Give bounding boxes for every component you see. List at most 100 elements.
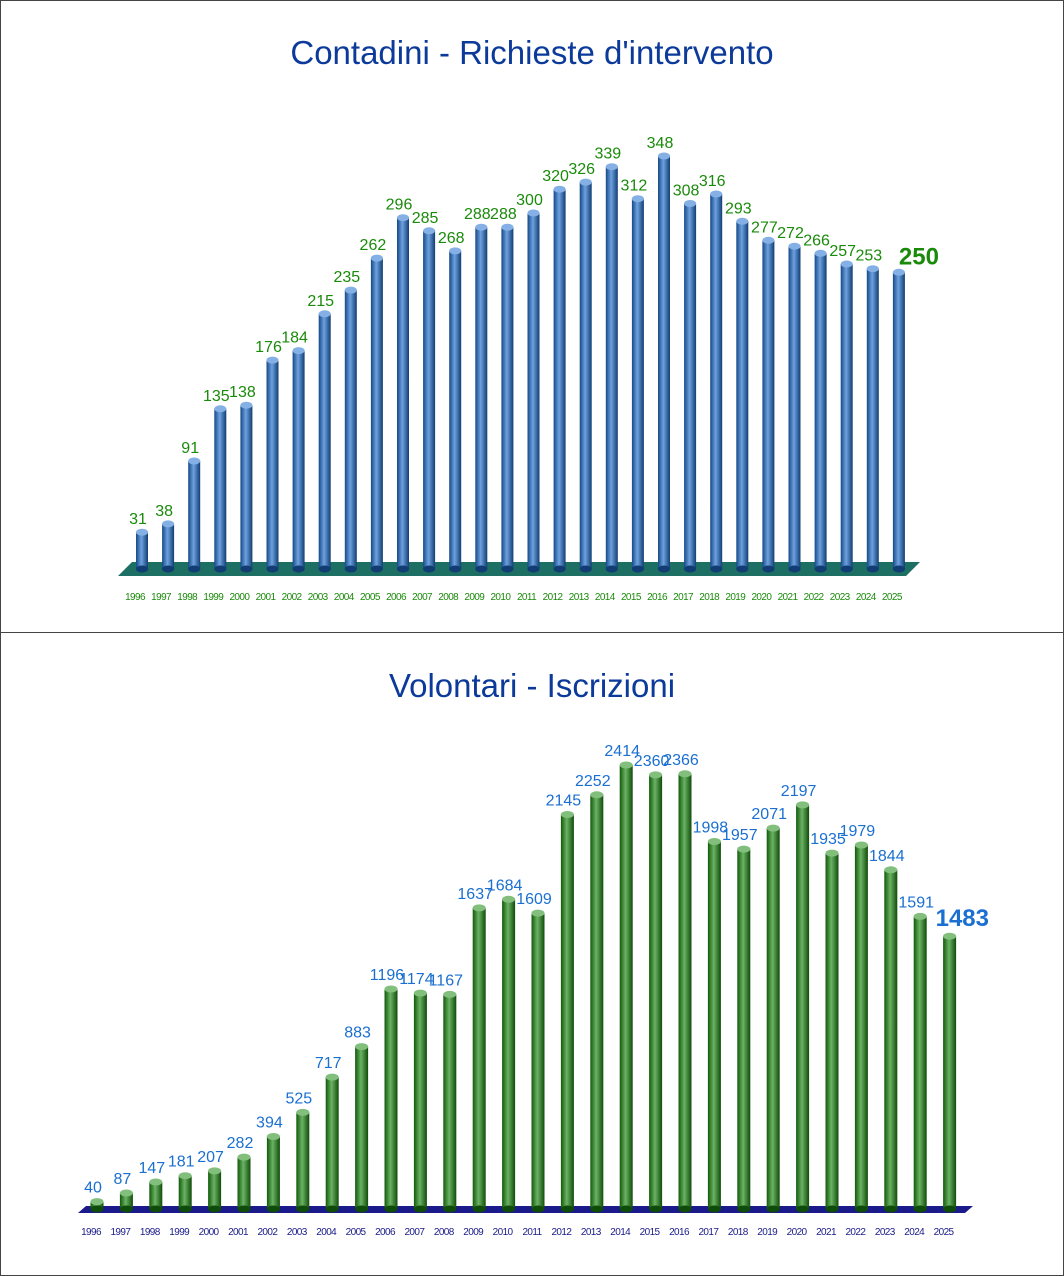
data-label: 181 — [168, 1154, 195, 1171]
data-label: 268 — [438, 230, 465, 247]
bar-base — [355, 1205, 369, 1213]
bar-body — [707, 841, 721, 1209]
bar-body — [796, 804, 810, 1209]
x-tick-label: 1997 — [151, 592, 172, 603]
bar-base — [449, 565, 462, 573]
bar — [649, 771, 663, 1213]
bar-base — [90, 1205, 104, 1213]
bar-cap — [266, 356, 279, 364]
bar-cap — [502, 895, 516, 903]
bar-cap — [475, 223, 488, 231]
bar-body — [913, 916, 927, 1209]
data-label: 184 — [281, 330, 308, 347]
bar-base — [631, 565, 644, 573]
bar-body — [527, 213, 540, 569]
x-tick-label: 2009 — [464, 592, 485, 603]
bar-base — [913, 1205, 927, 1213]
bar-base — [737, 1205, 751, 1213]
bar-body — [296, 1112, 310, 1209]
bar-body — [472, 907, 486, 1209]
bar-base — [553, 565, 566, 573]
x-tick-label: 2025 — [882, 592, 903, 603]
bar-cap — [188, 457, 201, 465]
bar — [325, 1073, 339, 1213]
bar-base — [892, 565, 905, 573]
bar-base — [292, 565, 305, 573]
x-tick-label: 2018 — [699, 592, 720, 603]
bar — [119, 1189, 133, 1213]
data-label: 308 — [673, 183, 700, 200]
bar-body — [762, 240, 775, 570]
x-tick-label: 2003 — [308, 592, 329, 603]
bar — [355, 1043, 369, 1213]
bar-body — [766, 828, 780, 1209]
x-tick-label: 2015 — [621, 592, 642, 603]
x-tick-label: 2020 — [751, 592, 772, 603]
x-tick-label: 2000 — [229, 592, 250, 603]
bar — [684, 200, 697, 573]
bar-cap — [579, 178, 592, 186]
x-tick-label: 2008 — [434, 1227, 455, 1238]
x-tick-label: 2007 — [412, 592, 433, 603]
bar — [913, 912, 927, 1213]
bar-cap — [553, 185, 566, 193]
data-label: 207 — [197, 1149, 224, 1166]
bar-cap — [240, 401, 253, 409]
chart-volontari: 40 1996 87 1997 147 1998 181 1999 207 2000 282 2001… — [78, 743, 989, 1238]
bar-base — [796, 1205, 810, 1213]
bar-cap — [658, 152, 670, 160]
x-tick-label: 2012 — [551, 1227, 572, 1238]
bar — [214, 405, 227, 573]
bar-cap — [762, 236, 775, 244]
bar — [619, 761, 633, 1213]
bar-body — [149, 1182, 163, 1209]
bar-cap — [913, 912, 927, 920]
x-tick-label: 2005 — [346, 1227, 367, 1238]
bar — [443, 990, 457, 1213]
bar-body — [560, 814, 574, 1209]
x-tick-label: 2011 — [522, 1227, 542, 1238]
data-label: 1998 — [693, 820, 729, 837]
bar-body — [854, 845, 868, 1209]
bar — [413, 989, 427, 1213]
x-tick-label: 2015 — [640, 1227, 661, 1238]
data-label: 316 — [699, 173, 726, 190]
bar — [762, 236, 775, 573]
bar-body — [240, 405, 253, 569]
bar-cap — [237, 1153, 251, 1161]
data-label: 253 — [855, 248, 882, 265]
bar — [449, 247, 462, 573]
data-label: 215 — [307, 293, 334, 310]
data-label: 339 — [594, 146, 621, 163]
bar — [423, 227, 436, 573]
data-label: 394 — [256, 1115, 283, 1132]
bar-base — [136, 565, 148, 573]
x-tick-label: 2010 — [490, 592, 511, 603]
x-tick-label: 2019 — [725, 592, 746, 603]
bar-cap — [178, 1172, 192, 1180]
data-label: 293 — [725, 200, 752, 217]
bar — [475, 223, 488, 573]
bar-body — [318, 313, 331, 569]
data-label: 285 — [412, 210, 439, 227]
data-label: 1637 — [457, 886, 493, 903]
bar-base — [370, 565, 383, 573]
bar-cap — [736, 217, 749, 225]
bar-body — [344, 290, 357, 569]
bar — [788, 242, 801, 573]
x-tick-label: 1997 — [110, 1227, 131, 1238]
bar — [590, 791, 604, 1213]
bar — [384, 985, 398, 1213]
bar-base — [266, 1205, 280, 1213]
bar-base — [240, 565, 253, 573]
data-label: 2252 — [575, 773, 611, 790]
x-tick-label: 2004 — [334, 592, 355, 603]
x-tick-label: 2006 — [386, 592, 407, 603]
bar-cap — [214, 405, 227, 413]
bar-cap — [684, 200, 697, 207]
bar-base — [943, 1205, 957, 1213]
chart-title-volontari: Volontari - Iscrizioni — [388, 667, 676, 704]
bar-cap — [413, 989, 427, 997]
bar — [892, 268, 905, 573]
bar-cap — [631, 195, 644, 203]
